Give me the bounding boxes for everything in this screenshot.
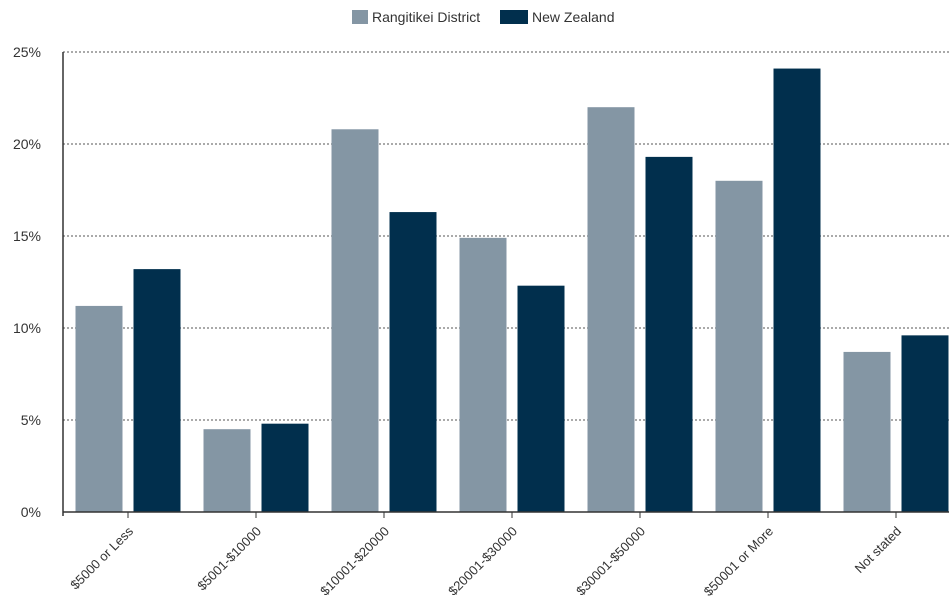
x-tick-label: Not stated: [852, 524, 905, 577]
legend-label: Rangitikei District: [372, 9, 480, 25]
x-tick-label: $50001 or More: [701, 524, 777, 600]
y-tick-label: 5%: [21, 412, 41, 428]
bars: [75, 68, 949, 513]
bar-new-zealand: [901, 335, 949, 512]
x-tick-label: $5000 or Less: [67, 523, 136, 592]
x-tick-label: $10001-$20000: [317, 524, 392, 599]
y-tick-label: 10%: [13, 320, 41, 336]
bar-rangitikei: [587, 107, 635, 512]
y-tick-label: 20%: [13, 136, 41, 152]
bar-new-zealand: [773, 68, 821, 512]
bar-new-zealand: [133, 269, 181, 512]
x-tick-label: $5001-$10000: [194, 524, 264, 594]
bar-new-zealand: [517, 285, 565, 512]
y-tick-label: 15%: [13, 228, 41, 244]
y-tick-label: 0%: [21, 504, 41, 520]
bar-rangitikei: [843, 351, 891, 512]
bar-new-zealand: [389, 212, 437, 512]
x-tick-label: $30001-$50000: [573, 524, 648, 599]
bar-rangitikei: [75, 305, 123, 512]
bar-rangitikei: [459, 237, 507, 512]
legend-swatch: [352, 10, 368, 24]
bar-new-zealand: [261, 423, 309, 512]
bar-rangitikei: [203, 429, 251, 512]
bar-rangitikei: [331, 129, 379, 512]
legend-label: New Zealand: [532, 9, 615, 25]
x-tick-label: $20001-$30000: [445, 524, 520, 599]
bar-new-zealand: [645, 156, 693, 512]
legend: Rangitikei District New Zealand: [352, 9, 615, 25]
legend-swatch: [500, 10, 528, 24]
bar-rangitikei: [715, 180, 763, 513]
y-tick-label: 25%: [13, 44, 41, 60]
